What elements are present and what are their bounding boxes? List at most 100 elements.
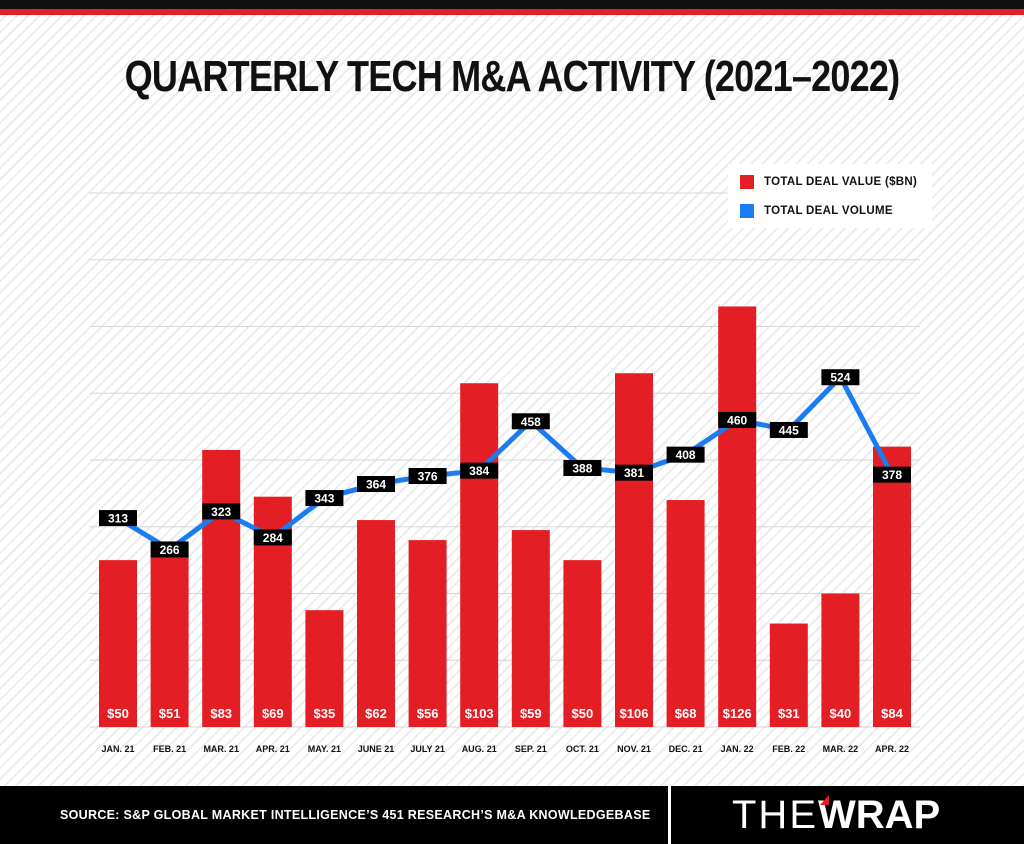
brand-the: THE bbox=[732, 792, 818, 837]
bar-value-label: $83 bbox=[210, 706, 232, 721]
x-tick-label: NOV. 21 bbox=[617, 744, 651, 754]
bar-feb-21 bbox=[150, 556, 189, 727]
x-tick-label: MAY. 21 bbox=[308, 744, 341, 754]
bar-jan-21 bbox=[99, 560, 137, 727]
volume-label-box bbox=[408, 468, 447, 485]
chart-title: QUARTERLY TECH M&A ACTIVITY (2021–2022) bbox=[124, 52, 901, 101]
legend-label-value: TOTAL DEAL VALUE ($BN) bbox=[764, 176, 918, 188]
top-bar-black bbox=[0, 0, 1024, 9]
x-tick-label: JAN. 22 bbox=[721, 744, 754, 754]
bar-oct-21 bbox=[563, 560, 602, 727]
x-tick-label: OCT. 21 bbox=[566, 744, 599, 754]
bar-value-label: $56 bbox=[417, 706, 439, 721]
volume-line bbox=[115, 374, 895, 552]
x-tick-label: JULY 21 bbox=[410, 744, 445, 754]
volume-label-box bbox=[202, 503, 241, 520]
volume-labels: 313 266 323 284 343 364 376 384 458 388 381 408 460 4… bbox=[99, 369, 911, 558]
volume-value-label: 408 bbox=[676, 448, 696, 462]
bar-value-label: $31 bbox=[778, 706, 800, 721]
volume-value-label: 343 bbox=[314, 492, 334, 506]
volume-value-label: 458 bbox=[521, 415, 541, 429]
volume-value-label: 445 bbox=[779, 423, 799, 437]
volume-value-label: 313 bbox=[108, 512, 128, 526]
bar-sep-21 bbox=[511, 530, 550, 727]
bar-value-label: $40 bbox=[830, 706, 852, 721]
volume-label-box bbox=[511, 413, 550, 430]
volume-value-label: 524 bbox=[830, 371, 850, 385]
bar-jan-22 bbox=[718, 306, 757, 727]
volume-label-box bbox=[460, 462, 499, 479]
x-tick-label: JAN. 21 bbox=[101, 744, 134, 754]
brand-logo: THE WRAP bbox=[732, 792, 940, 838]
volume-series-line bbox=[115, 374, 895, 552]
bars: $50 $51 $83 $69 $35 $62 $56 $103 $59 $50 $106 $68 $1… bbox=[99, 306, 911, 727]
bar-apr-22 bbox=[873, 446, 911, 727]
volume-label-box bbox=[873, 466, 911, 483]
x-tick-label: DEC. 21 bbox=[669, 744, 703, 754]
volume-value-label: 388 bbox=[572, 462, 592, 476]
bar-dec-21 bbox=[666, 500, 705, 727]
bar-value-label: $103 bbox=[465, 706, 494, 721]
legend-item-value: TOTAL DEAL VALUE ($BN) bbox=[740, 172, 917, 192]
x-tick-label: FEB. 22 bbox=[772, 744, 805, 754]
legend-item-volume: TOTAL DEAL VOLUME bbox=[740, 201, 893, 221]
x-tick-label: APR. 21 bbox=[256, 744, 290, 754]
x-tick-label: MAR. 22 bbox=[823, 744, 859, 754]
volume-value-label: 378 bbox=[882, 468, 902, 482]
x-tick-label: MAR. 21 bbox=[203, 744, 239, 754]
volume-label-box bbox=[769, 421, 808, 438]
x-tick-label: APR. 22 bbox=[875, 744, 909, 754]
x-tick-label: JUNE 21 bbox=[358, 744, 395, 754]
legend-swatch-value bbox=[740, 175, 754, 189]
x-tick-label: FEB. 21 bbox=[153, 744, 186, 754]
x-axis: JAN. 21 FEB. 21 MAR. 21 APR. 21 MAY. 21 JUNE … bbox=[101, 744, 909, 754]
volume-value-label: 364 bbox=[366, 478, 386, 492]
brand-wrap-text: WRAP bbox=[818, 792, 941, 837]
bar-june-21 bbox=[357, 520, 395, 727]
volume-value-label: 384 bbox=[469, 464, 489, 478]
x-tick-label: SEP. 21 bbox=[515, 744, 547, 754]
legend-swatch-volume bbox=[740, 204, 754, 218]
bar-value-label: $62 bbox=[365, 706, 387, 721]
volume-value-label: 376 bbox=[418, 470, 438, 484]
brand-wrap: WRAP bbox=[818, 793, 940, 838]
volume-label-box bbox=[150, 541, 189, 558]
volume-label-box bbox=[821, 369, 860, 386]
volume-value-label: 460 bbox=[727, 413, 747, 427]
bar-mar-21 bbox=[202, 449, 241, 727]
volume-label-box bbox=[357, 476, 395, 493]
footer: SOURCE: S&P GLOBAL MARKET INTELLIGENCE’S… bbox=[0, 786, 1024, 844]
bar-value-label: $50 bbox=[572, 706, 594, 721]
volume-label-box bbox=[99, 510, 137, 527]
source-note: SOURCE: S&P GLOBAL MARKET INTELLIGENCE’S… bbox=[60, 808, 651, 822]
brand-accent-icon bbox=[820, 794, 829, 805]
bar-mar-22 bbox=[821, 593, 860, 727]
bar-aug-21 bbox=[460, 383, 499, 727]
volume-label-box bbox=[615, 464, 653, 481]
legend: TOTAL DEAL VALUE ($BN) TOTAL DEAL VOLUME bbox=[728, 164, 932, 228]
volume-label-box bbox=[718, 411, 757, 428]
bar-july-21 bbox=[408, 540, 447, 727]
bar-value-label: $51 bbox=[159, 706, 181, 721]
bar-feb-22 bbox=[769, 623, 808, 727]
bar-value-label: $50 bbox=[107, 706, 129, 721]
footer-divider bbox=[668, 786, 671, 844]
volume-label-box bbox=[253, 529, 292, 546]
top-bar-red bbox=[0, 9, 1024, 15]
volume-label-box bbox=[305, 490, 344, 507]
volume-label-box bbox=[666, 446, 705, 463]
bar-may-21 bbox=[305, 610, 344, 727]
bar-value-label: $69 bbox=[262, 706, 284, 721]
bar-value-label: $126 bbox=[723, 706, 752, 721]
legend-label-volume: TOTAL DEAL VOLUME bbox=[764, 205, 893, 217]
volume-value-label: 284 bbox=[263, 531, 283, 545]
bar-value-label: $35 bbox=[314, 706, 336, 721]
bar-value-label: $106 bbox=[620, 706, 649, 721]
volume-value-label: 381 bbox=[624, 466, 644, 480]
volume-value-label: 266 bbox=[160, 543, 180, 557]
x-tick-label: AUG. 21 bbox=[462, 744, 497, 754]
volume-value-label: 323 bbox=[211, 505, 231, 519]
volume-label-box bbox=[563, 460, 602, 477]
bar-value-label: $84 bbox=[881, 706, 903, 721]
bar-nov-21 bbox=[615, 373, 653, 727]
